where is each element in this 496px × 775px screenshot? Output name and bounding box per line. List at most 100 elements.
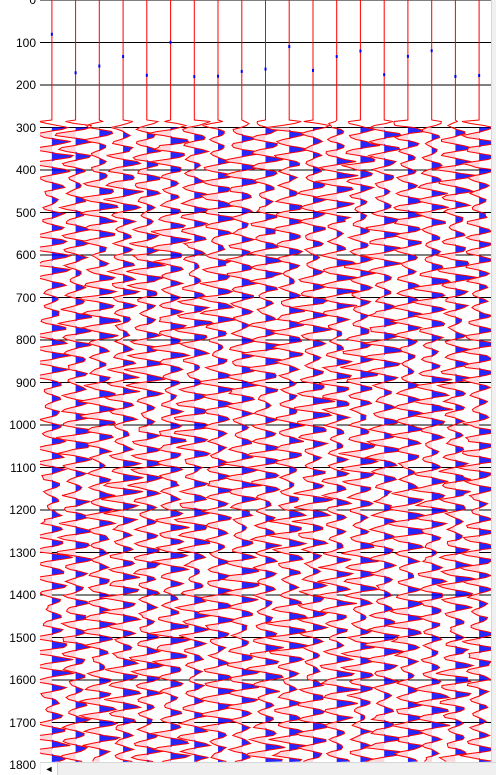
y-tick-label: 300 [15, 120, 36, 135]
y-tick-label: 1700 [9, 715, 36, 730]
trace [457, 0, 491, 762]
y-tick-label: 1100 [10, 460, 36, 475]
blip [217, 74, 220, 78]
blip [359, 49, 362, 53]
blip [74, 71, 77, 75]
peak-fill [265, 127, 288, 762]
blip [169, 40, 172, 44]
wiggle-line [338, 0, 381, 762]
wiggle-line [220, 0, 263, 762]
trough-fill [384, 127, 408, 762]
blip [50, 32, 53, 36]
wiggle-line [433, 0, 478, 762]
peak-fill [99, 127, 121, 762]
wiggle-line [291, 0, 336, 762]
trace [123, 0, 169, 762]
trace [265, 0, 310, 762]
blip [430, 49, 433, 53]
trace [433, 0, 478, 762]
trace [410, 0, 454, 762]
y-tick-label: 1000 [9, 418, 36, 432]
vertical-scrollbar-edge[interactable] [491, 0, 496, 762]
blip [145, 73, 148, 77]
trace [362, 0, 408, 762]
peak-fill [407, 127, 429, 762]
y-tick-label: 500 [15, 205, 36, 220]
peak-fill [312, 127, 335, 762]
trough-fill [434, 127, 456, 762]
blip [98, 64, 101, 68]
arrow-left-icon[interactable]: ◄ [41, 763, 58, 775]
trough-fill [78, 127, 100, 762]
trace [314, 0, 361, 762]
wiggle-line [123, 0, 169, 762]
trace [384, 0, 430, 762]
y-tick-label: 700 [15, 290, 36, 305]
y-tick-label: 100 [15, 35, 36, 50]
y-tick-label: 1200 [9, 503, 36, 517]
y-tick-label: 1600 [9, 673, 36, 687]
trace [172, 0, 215, 762]
y-tick-label: 1300 [9, 545, 36, 560]
wiggle-line [362, 0, 408, 762]
wiggle-plot [40, 0, 491, 762]
peak-fill [146, 127, 169, 762]
blip [406, 54, 409, 58]
trace [147, 0, 193, 762]
blip [193, 75, 196, 79]
blip [240, 69, 243, 73]
peak-fill [479, 127, 491, 762]
wiggle-line [265, 0, 310, 762]
trough-fill [314, 127, 337, 762]
blip [264, 67, 267, 71]
wiggle-line [457, 0, 491, 762]
blip [122, 55, 125, 59]
y-tick-label: 1500 [9, 630, 36, 645]
peak-fill [455, 127, 478, 762]
y-tick-label: 600 [15, 248, 36, 262]
wiggle-line [100, 0, 144, 762]
peak-fill [75, 127, 96, 762]
trace [78, 0, 122, 762]
trace [241, 0, 289, 762]
y-tick-label: 200 [15, 78, 36, 92]
peak-fill [289, 127, 310, 762]
plot-area [40, 0, 491, 762]
wiggle-line [314, 0, 361, 762]
y-tick-label: 1800 [9, 758, 36, 772]
trace [40, 0, 76, 762]
y-tick-label: 1400 [9, 588, 36, 602]
wiggle-line [241, 0, 289, 762]
trace [100, 0, 144, 762]
wiggle-line [172, 0, 215, 762]
y-tick-label: 900 [15, 375, 36, 390]
peak-fill [51, 127, 74, 762]
blip [383, 73, 386, 77]
blip [311, 68, 314, 72]
peak-fill [123, 127, 144, 762]
trough-fill [410, 127, 432, 762]
wiggle-line [78, 0, 122, 762]
blip [335, 55, 338, 59]
trough-fill [55, 127, 76, 762]
trace [220, 0, 263, 762]
horizontal-scrollbar[interactable]: ◄ [40, 762, 496, 775]
trace [338, 0, 381, 762]
y-tick-label: 800 [15, 333, 36, 347]
wiggle-line [410, 0, 454, 762]
trace [197, 0, 241, 762]
peak-fill [170, 127, 191, 762]
wiggle-line [147, 0, 193, 762]
wiggle-line [197, 0, 241, 762]
trace [291, 0, 336, 762]
trough-fill [123, 127, 147, 762]
y-axis: 0 100 200 300 400 500 600 700 800 900 1000 1100 1200… [0, 0, 40, 775]
y-tick-label: 400 [15, 163, 36, 177]
trough-fill [220, 127, 242, 762]
blip [288, 45, 291, 49]
trough-fill [291, 127, 313, 762]
wiggle-line [40, 0, 76, 762]
blip [478, 74, 481, 78]
trough-fill [197, 127, 219, 762]
